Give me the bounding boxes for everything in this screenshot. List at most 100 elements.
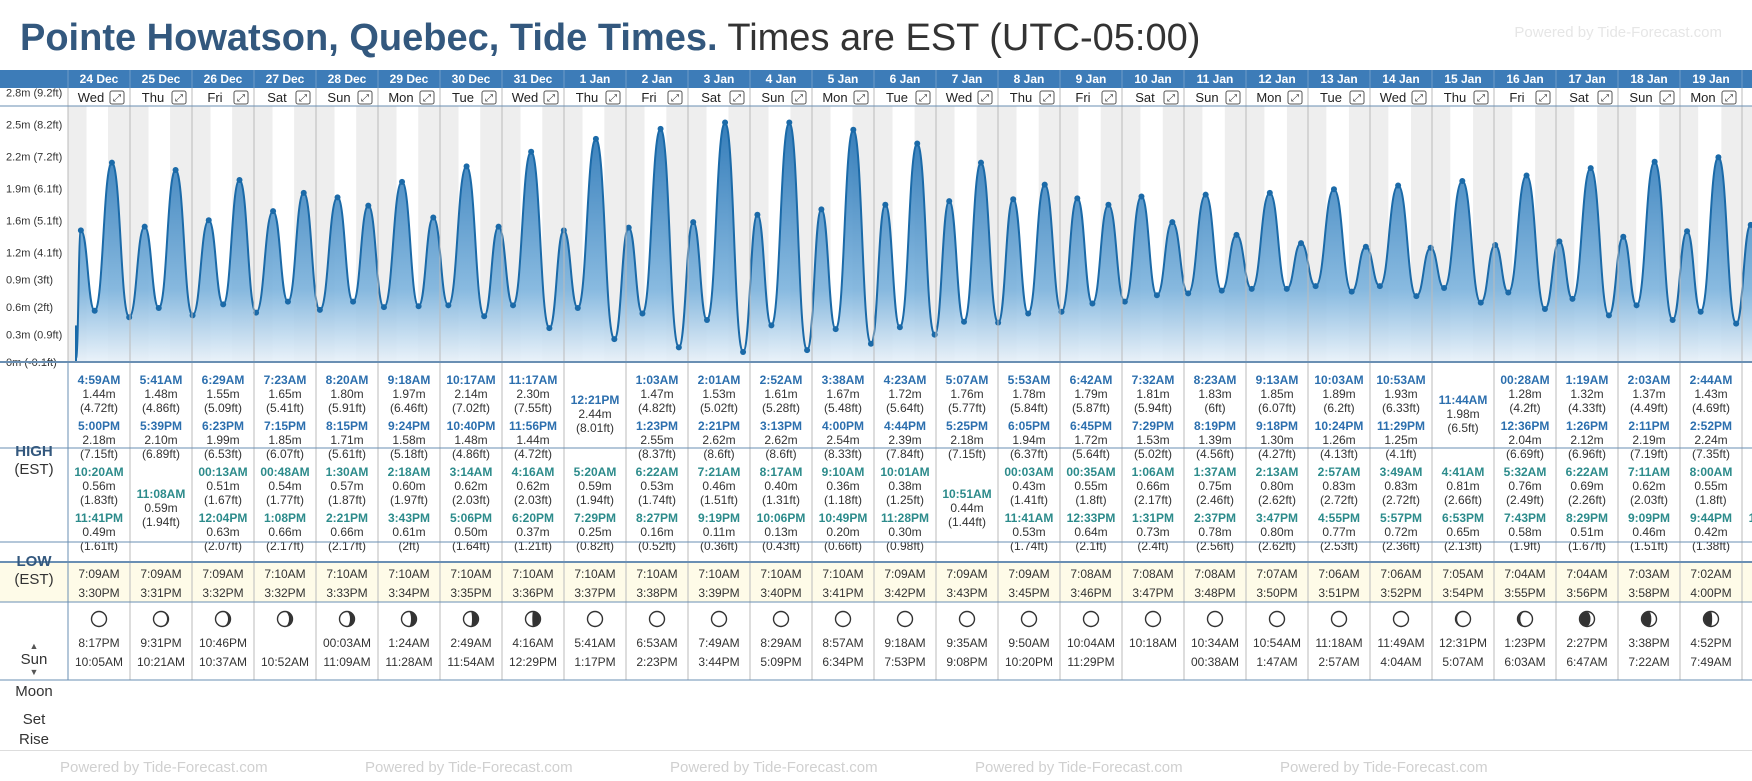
high-tide-height-m: 1.72m [1074, 433, 1107, 447]
expand-icon-glyph: ⤢ [175, 93, 183, 104]
high-tide-height-m: 1.55m [206, 387, 239, 401]
moonrise-time: 7:53PM [884, 655, 925, 669]
low-tide-point [1733, 321, 1739, 327]
moonrise-time: 6:03AM [1504, 655, 1545, 669]
moon-phase-icon [1394, 612, 1409, 627]
weekday-header: Sat [267, 90, 287, 105]
low-tide-time: 1:31PM [1132, 511, 1174, 525]
low-tide-point [740, 349, 746, 355]
sunrise-time: 7:10AM [264, 567, 305, 581]
high-tide-point [1169, 219, 1175, 225]
sunset-time: 3:45PM [1008, 586, 1049, 600]
high-tide-time: 9:18PM [1256, 419, 1298, 433]
weekday-header: Tue [452, 90, 474, 105]
high-tide-time: 6:05PM [1008, 419, 1050, 433]
low-tide-time: 11:41PM [75, 511, 123, 525]
low-tide-height-ft: (2.62ft) [1258, 539, 1296, 553]
date-header: 5 Jan [828, 72, 859, 86]
low-tide-height-m: 0.65m [1446, 525, 1479, 539]
high-tide-height-ft: (5.87ft) [1072, 401, 1110, 415]
low-tide-time: 3:47PM [1256, 511, 1298, 525]
high-tide-point [658, 126, 664, 132]
high-tide-height-m: 2.10m [144, 433, 177, 447]
weekday-header: Thu [1010, 90, 1032, 105]
sunset-time: 3:56PM [1566, 586, 1607, 600]
sunrise-time: 7:10AM [326, 567, 367, 581]
moonset-time: 1:24AM [388, 636, 429, 650]
sunrise-time: 7:09AM [202, 567, 243, 581]
high-tide-height-ft: (6.37ft) [1010, 447, 1048, 461]
y-tick-label: 0.6m (2ft) [6, 302, 53, 314]
high-tide-point [1298, 240, 1304, 246]
low-tide-height-ft: (1.94ft) [142, 515, 180, 529]
high-tide-time: 7:23AM [264, 373, 307, 387]
high-tide-point [1459, 178, 1465, 184]
y-tick-label: 1.6m (5.1ft) [6, 215, 62, 227]
high-tide-point [850, 127, 856, 133]
low-tide-height-ft: (2.07ft) [204, 539, 242, 553]
moonrise-time: 4:04AM [1380, 655, 1421, 669]
low-tide-height-m: 0.57m [330, 479, 363, 493]
low-tide-time: 12:33PM [1067, 511, 1116, 525]
high-tide-height-m: 1.76m [950, 387, 983, 401]
high-tide-height-ft: (4.13ft) [1320, 447, 1358, 461]
low-tide-height-ft: (1.25ft) [886, 493, 924, 507]
date-header: 2 Jan [642, 72, 673, 86]
low-tide-height-m: 0.40m [764, 479, 797, 493]
moonrise-time: 7:49AM [1690, 655, 1731, 669]
high-tide-height-ft: (7.02ft) [452, 401, 490, 415]
low-tide-point [416, 303, 422, 309]
weekday-header: Fri [1509, 90, 1524, 105]
high-tide-height-m: 1.25m [1384, 433, 1417, 447]
low-tide-height-m: 0.73m [1136, 525, 1169, 539]
moonset-time: 11:49AM [1377, 636, 1424, 650]
date-header: 16 Jan [1506, 72, 1543, 86]
moon-phase-icon [1332, 612, 1347, 627]
low-tide-point [1089, 300, 1095, 306]
moonrise-time: 11:29PM [1067, 655, 1114, 669]
low-tide-height-ft: (1.67ft) [1568, 539, 1606, 553]
low-tide-height-m: 0.83m [1384, 479, 1417, 493]
high-tide-time: 11:56PM [509, 419, 557, 433]
sunrise-time: 7:10AM [388, 567, 429, 581]
low-tide-height-ft: (2.17ft) [1134, 493, 1172, 507]
low-tide-height-ft: (1.31ft) [762, 493, 800, 507]
moonset-time: 11:18AM [1315, 636, 1362, 650]
moonrise-time: 7:22AM [1628, 655, 1669, 669]
weekday-header: Wed [512, 90, 539, 105]
low-tide-height-m: 0.63m [206, 525, 239, 539]
high-tide-point [1331, 186, 1337, 192]
sunrise-time: 7:09AM [140, 567, 181, 581]
moonset-time: 2:49AM [450, 636, 491, 650]
low-tide-time: 10:06PM [757, 511, 806, 525]
high-tide-point [1074, 195, 1080, 201]
high-tide-height-ft: (7.35ft) [1692, 447, 1730, 461]
high-tide-time: 4:23AM [884, 373, 927, 387]
low-tide-height-m: 0.62m [516, 479, 549, 493]
high-tide-height-ft: (5.64ft) [1072, 447, 1110, 461]
weekday-header: Sun [1195, 90, 1218, 105]
low-tide-point [833, 326, 839, 332]
date-header: 10 Jan [1134, 72, 1171, 86]
date-header: 25 Dec [142, 72, 181, 86]
high-tide-point [1267, 190, 1273, 196]
low-tide-height-m: 0.56m [82, 479, 115, 493]
sunset-time: 3:52PM [1380, 586, 1421, 600]
timezone-note: Times are EST (UTC-05:00) [727, 17, 1200, 59]
moonrise-time: 12:29PM [509, 655, 557, 669]
low-tide-height-ft: (1.61ft) [80, 539, 118, 553]
date-header: 3 Jan [704, 72, 735, 86]
y-tick-label: 0.3m (0.9ft) [6, 330, 62, 342]
low-tide-time: 10:51AM [942, 487, 991, 501]
expand-icon-glyph: ⤢ [1725, 93, 1733, 104]
low-tide-point [704, 317, 710, 323]
date-header: 7 Jan [952, 72, 983, 86]
high-tide-height-ft: (5.02ft) [1134, 447, 1172, 461]
date-header: 19 Jan [1692, 72, 1729, 86]
high-tide-height-ft: (6.89ft) [142, 447, 180, 461]
moonset-time: 12:31PM [1439, 636, 1487, 650]
high-tide-height-ft: (4.1ft) [1385, 447, 1416, 461]
high-tide-point [786, 119, 792, 125]
low-tide-point [1413, 293, 1419, 299]
low-tide-time: 6:22AM [636, 465, 679, 479]
